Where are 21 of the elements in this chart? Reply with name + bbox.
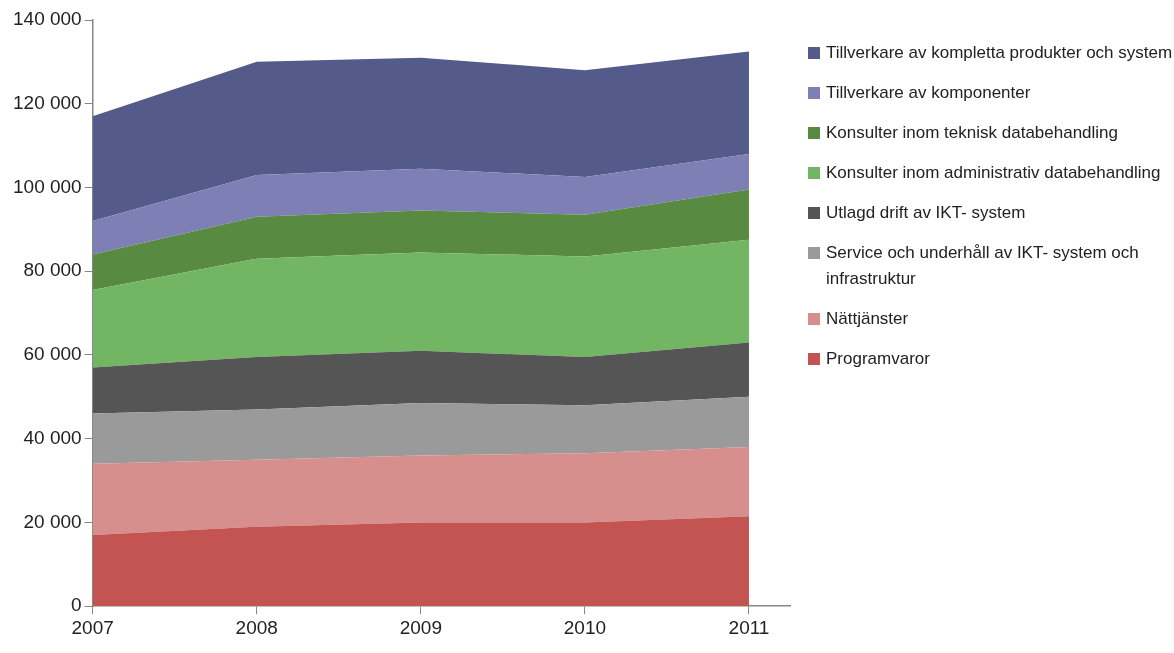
y-tick-label: 120 000: [12, 91, 82, 113]
y-tick-label: 140 000: [12, 8, 82, 30]
legend-label: Programvaror: [826, 348, 930, 370]
y-tick-label: 40 000: [23, 426, 82, 448]
y-tick-label: 20 000: [23, 510, 82, 532]
legend-label: Tillverkare av kompletta produkter och system: [826, 42, 1173, 64]
y-tick-label: 0: [71, 594, 82, 616]
x-tick-label: 2007: [71, 616, 114, 638]
y-tick-label: 80 000: [23, 259, 82, 281]
y-tick-label: 60 000: [23, 343, 82, 365]
legend-label: Konsulter inom administrativ databehandling: [826, 162, 1161, 184]
x-tick-label: 2009: [399, 616, 442, 638]
y-tick-label: 100 000: [12, 175, 82, 197]
legend-label: Service och underhåll av IKT- system och infrastruktur: [826, 242, 1140, 290]
legend-label: Konsulter inom teknisk databehandling: [826, 122, 1119, 144]
x-tick-label: 2008: [235, 616, 278, 638]
x-tick-label: 2011: [728, 616, 770, 638]
legend-label: Tillverkare av komponenter: [826, 82, 1031, 104]
legend-label: Nättjänster: [826, 308, 909, 330]
legend-label: Utlagd drift av IKT- system: [826, 202, 1026, 224]
x-tick-label: 2010: [563, 616, 607, 638]
